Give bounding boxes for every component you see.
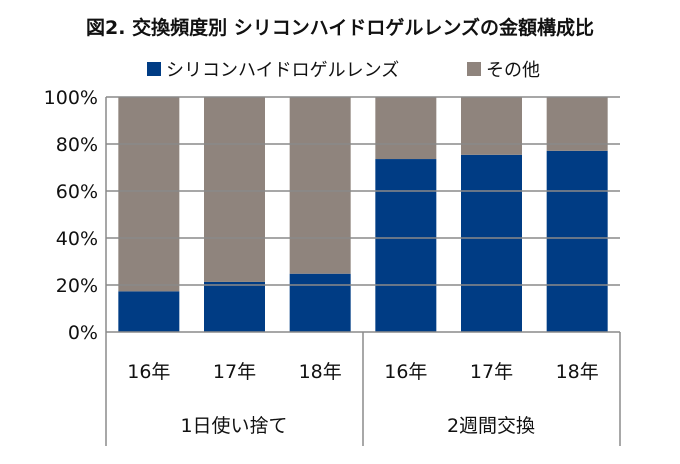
legend-swatch-silicone bbox=[147, 62, 161, 76]
group-label-biweekly: 2週間交換 bbox=[447, 415, 535, 437]
bar-other bbox=[375, 97, 437, 160]
y-tick-label: 0% bbox=[68, 322, 98, 344]
bar-other bbox=[204, 97, 265, 282]
y-tick-label: 60% bbox=[56, 181, 98, 203]
bar-silicone bbox=[546, 150, 608, 332]
y-tick-label: 40% bbox=[56, 228, 98, 250]
bar-other bbox=[289, 97, 351, 274]
bar-other bbox=[461, 97, 522, 155]
x-tick-label: 18年 bbox=[299, 361, 342, 383]
legend-label-silicone: シリコンハイドロゲルレンズ bbox=[166, 60, 399, 81]
x-tick-label: 17年 bbox=[213, 361, 256, 383]
y-tick-label: 20% bbox=[56, 275, 98, 297]
x-tick-label: 16年 bbox=[127, 361, 170, 383]
chart-title: 図2. 交換頻度別 シリコンハイドロゲルレンズの金額構成比 bbox=[86, 16, 594, 39]
bar-other bbox=[118, 97, 180, 292]
bar-silicone bbox=[289, 273, 351, 332]
legend-label-other: その他 bbox=[486, 60, 540, 81]
bar-silicone bbox=[204, 281, 265, 332]
bar-silicone bbox=[375, 159, 437, 332]
group-label-daily: 1日使い捨て bbox=[180, 415, 287, 437]
x-tick-label: 17年 bbox=[470, 361, 513, 383]
bar-silicone bbox=[118, 291, 180, 332]
bar-other bbox=[546, 97, 608, 151]
y-tick-label: 100% bbox=[44, 87, 98, 109]
bar-silicone bbox=[461, 154, 522, 332]
x-tick-label: 16年 bbox=[384, 361, 427, 383]
legend-swatch-other bbox=[467, 62, 481, 76]
x-tick-label: 18年 bbox=[556, 361, 599, 383]
y-tick-label: 80% bbox=[56, 134, 98, 156]
